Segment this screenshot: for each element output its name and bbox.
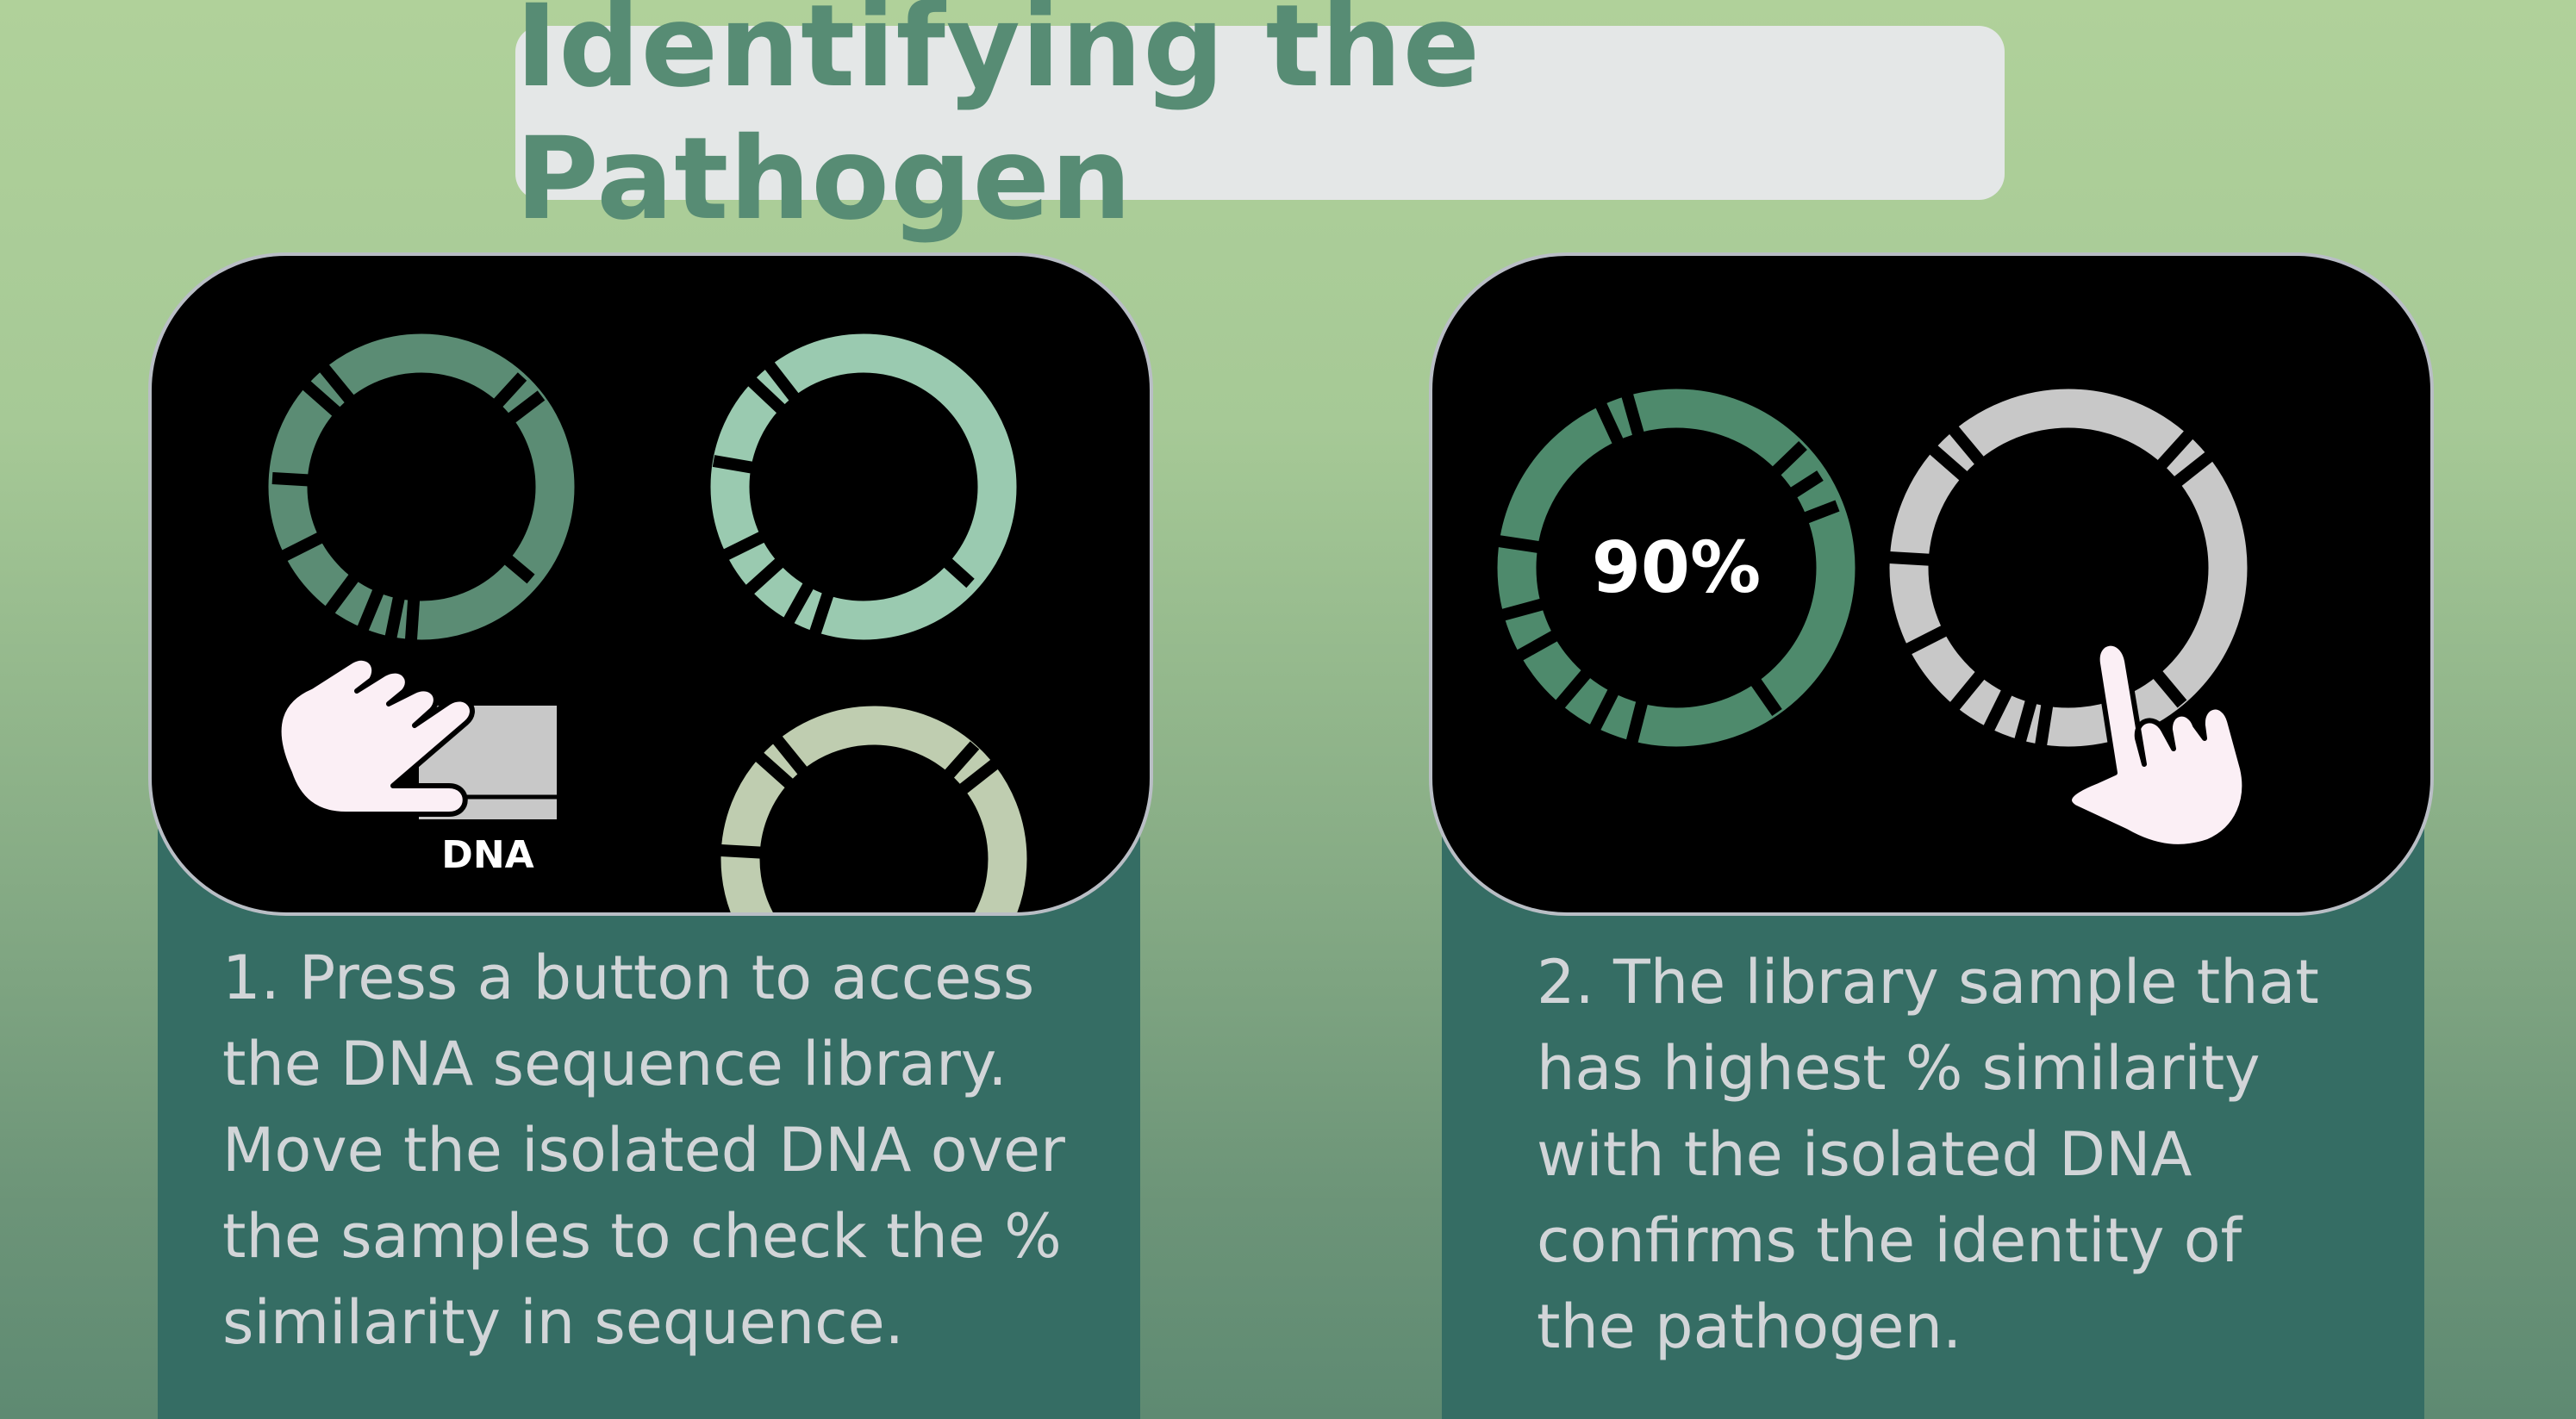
- plasmid-ring-icon[interactable]: [268, 333, 575, 653]
- plasmid-ring-icon[interactable]: [1491, 375, 1856, 749]
- step1-description: 1. Press a button to access the DNA sequ…: [222, 943, 1065, 1358]
- similarity-value: 90%: [1592, 527, 1761, 609]
- title-banner: Identifying the Pathogen: [515, 0, 2005, 246]
- plasmid-ring-icon[interactable]: [1888, 389, 2248, 753]
- pointing-hand-icon: [276, 655, 475, 817]
- dna-label: DNA: [441, 833, 533, 877]
- similarity-result-screen: 90%: [1429, 252, 2434, 916]
- pointing-hand-icon: [2067, 640, 2248, 850]
- plasmid-ring-icon[interactable]: [720, 706, 1027, 916]
- plasmid-ring-icon[interactable]: [710, 333, 1017, 648]
- page-title: Identifying the Pathogen: [515, 0, 1481, 246]
- dna-library-screen: DNA: [148, 252, 1153, 916]
- step2-description: 2. The library sample that has highest %…: [1537, 947, 2319, 1362]
